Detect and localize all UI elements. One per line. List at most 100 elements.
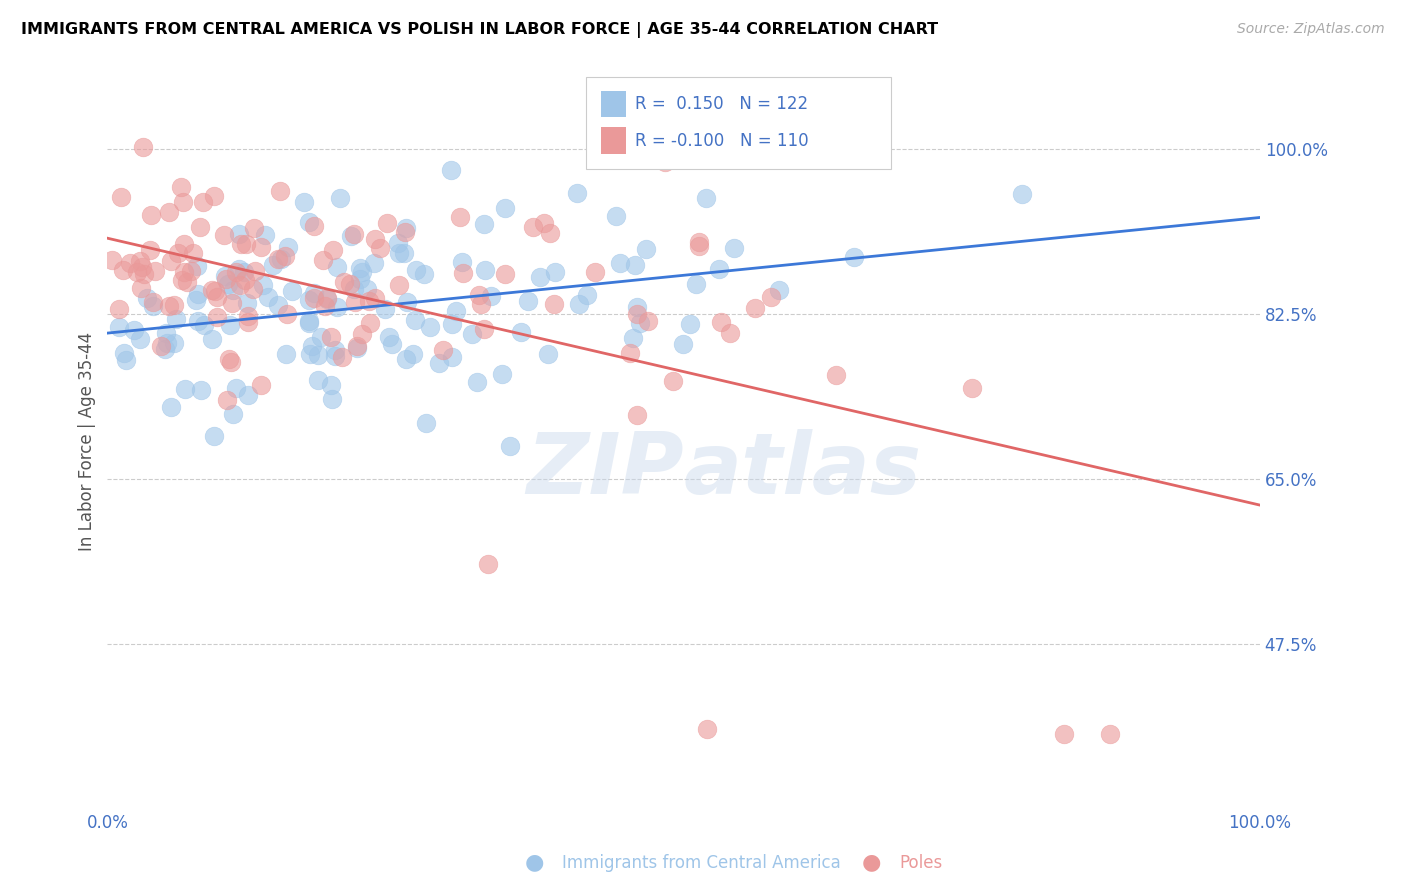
Point: [233, 265, 256, 279]
Point: [221, 296, 243, 310]
Point: [157, 204, 180, 219]
Point: [142, 299, 165, 313]
Point: [662, 374, 685, 388]
Point: [538, 226, 561, 240]
Point: [537, 347, 560, 361]
Point: [628, 316, 651, 330]
Point: [744, 301, 766, 315]
Point: [170, 273, 193, 287]
Point: [307, 348, 329, 362]
Point: [233, 273, 256, 287]
Point: [432, 343, 454, 358]
Point: [1099, 727, 1122, 741]
Point: [1011, 186, 1033, 201]
Point: [267, 252, 290, 267]
Point: [222, 283, 245, 297]
Point: [388, 245, 411, 260]
Point: [236, 388, 259, 402]
Point: [122, 323, 145, 337]
Point: [229, 236, 252, 251]
Point: [364, 232, 387, 246]
Point: [214, 269, 236, 284]
Point: [170, 179, 193, 194]
Point: [173, 382, 195, 396]
Point: [157, 299, 180, 313]
Point: [333, 275, 356, 289]
Point: [1053, 727, 1076, 741]
Point: [274, 249, 297, 263]
Point: [218, 318, 240, 333]
Text: Immigrants from Central America: Immigrants from Central America: [562, 855, 841, 872]
Point: [187, 286, 209, 301]
Point: [274, 346, 297, 360]
Point: [298, 314, 321, 328]
Point: [115, 353, 138, 368]
Point: [479, 289, 502, 303]
Point: [494, 267, 516, 281]
Point: [321, 330, 343, 344]
Point: [461, 327, 484, 342]
Point: [125, 265, 148, 279]
Point: [236, 315, 259, 329]
Point: [339, 277, 361, 291]
Point: [165, 311, 187, 326]
Point: [228, 227, 250, 242]
Text: ●: ●: [524, 853, 544, 872]
Point: [357, 294, 380, 309]
Point: [108, 301, 131, 316]
Point: [298, 293, 321, 307]
Point: [214, 228, 236, 243]
Point: [222, 407, 245, 421]
Point: [710, 315, 733, 329]
Point: [141, 208, 163, 222]
Point: [156, 335, 179, 350]
Point: [186, 259, 208, 273]
Point: [111, 263, 134, 277]
Point: [440, 350, 463, 364]
Point: [250, 378, 273, 392]
Point: [377, 330, 399, 344]
Point: [183, 246, 205, 260]
Point: [329, 190, 352, 204]
Point: [276, 306, 298, 320]
Point: [510, 325, 533, 339]
Point: [301, 339, 323, 353]
Point: [155, 342, 177, 356]
Point: [474, 262, 496, 277]
Point: [201, 283, 224, 297]
Point: [299, 347, 322, 361]
Point: [311, 252, 333, 267]
Point: [388, 277, 411, 292]
Text: R =  0.150   N = 122: R = 0.150 N = 122: [636, 95, 808, 113]
Point: [685, 277, 707, 292]
Point: [139, 243, 162, 257]
Point: [491, 367, 513, 381]
Point: [128, 253, 150, 268]
Point: [160, 400, 183, 414]
Point: [269, 184, 291, 198]
Point: [176, 275, 198, 289]
Text: Poles: Poles: [900, 855, 943, 872]
Point: [339, 229, 361, 244]
Point: [768, 283, 790, 297]
Point: [319, 378, 342, 392]
Point: [184, 293, 207, 307]
Point: [131, 260, 153, 275]
Point: [128, 332, 150, 346]
Point: [190, 383, 212, 397]
Point: [465, 375, 488, 389]
Point: [672, 337, 695, 351]
Point: [250, 240, 273, 254]
Point: [688, 235, 710, 249]
FancyBboxPatch shape: [586, 77, 891, 169]
Point: [626, 300, 648, 314]
Point: [470, 297, 492, 311]
Point: [720, 326, 742, 341]
Point: [634, 242, 657, 256]
Point: [605, 209, 627, 223]
Point: [155, 326, 177, 341]
Point: [477, 557, 499, 571]
Point: [346, 341, 368, 355]
Point: [110, 189, 132, 203]
Point: [217, 277, 239, 291]
